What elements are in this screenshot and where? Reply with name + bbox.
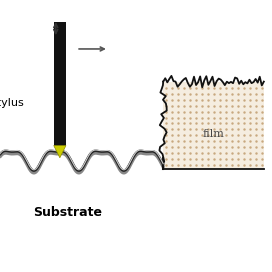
Bar: [163, 82, 264, 169]
Text: film: film: [203, 129, 224, 139]
Bar: [54, 22, 66, 146]
Text: Substrate: Substrate: [33, 206, 103, 219]
Text: stylus: stylus: [0, 98, 24, 108]
Polygon shape: [54, 146, 66, 158]
